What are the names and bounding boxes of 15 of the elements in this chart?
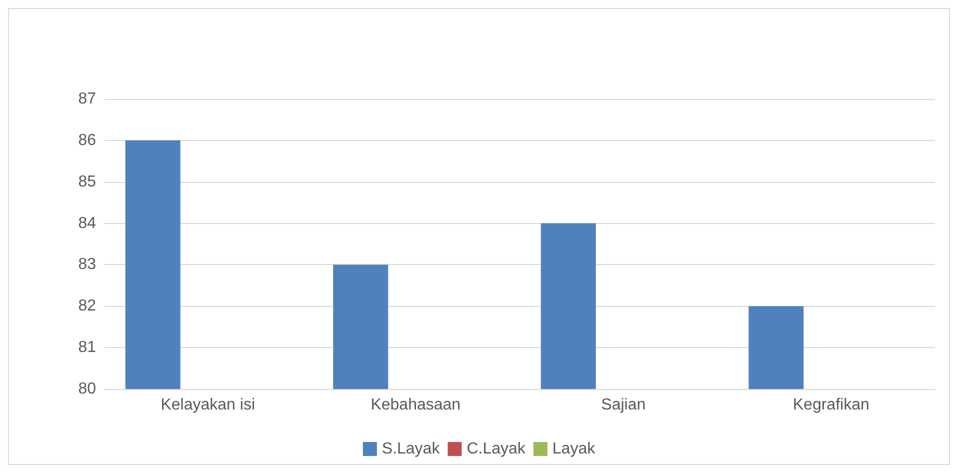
- y-tick-label: 82: [78, 298, 96, 315]
- y-tick-label: 83: [78, 256, 96, 274]
- legend-label: S.Layak: [382, 440, 441, 458]
- x-tick-label: Kegrafikan: [792, 396, 870, 414]
- y-tick-label: 81: [78, 339, 96, 356]
- x-tick-label: Kelayakan isi: [160, 396, 256, 414]
- y-tick-label: 84: [78, 214, 96, 232]
- legend-label: Layak: [552, 440, 596, 458]
- y-tick-label: 86: [78, 132, 96, 149]
- y-tick-label: 85: [78, 173, 96, 190]
- x-tick-label: Sajian: [601, 396, 646, 414]
- x-tick-label: Kebahasaan: [370, 396, 461, 414]
- y-tick-label: 87: [78, 90, 96, 108]
- y-tick-label: 80: [78, 380, 96, 398]
- legend-label: C.Layak: [466, 440, 526, 458]
